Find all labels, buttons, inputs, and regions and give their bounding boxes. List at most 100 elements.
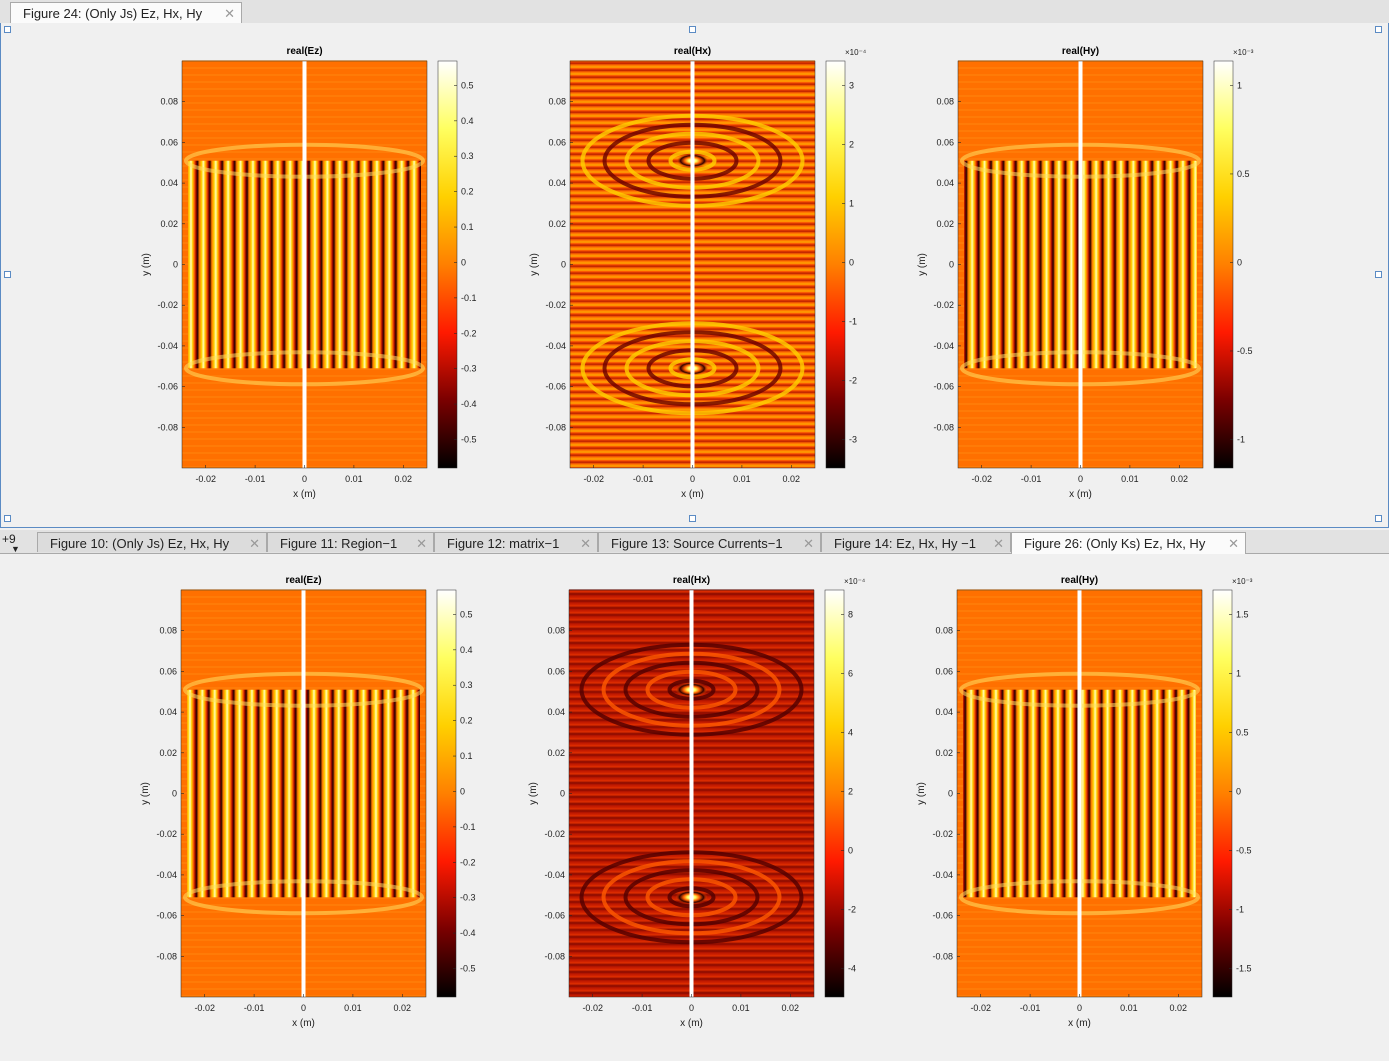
close-icon[interactable]: ✕	[249, 536, 260, 551]
figure-24-axes-canvas: real(Ez) 0.08 0.06 0.04 0.02 0 -0.02 -0.04 -0.06…	[141, 46, 1254, 500]
colorbar-tick-label: 1	[849, 198, 854, 208]
close-icon[interactable]: ✕	[224, 6, 235, 21]
colorbar-tick-label: -0.2	[461, 328, 477, 338]
figure-26-panel: real(Ez) 0.08 0.06 0.04 0.02 0 -0.02 -0.04 -0.06…	[0, 554, 1389, 1056]
xaxis-label: x (m)	[292, 1018, 315, 1029]
xtick-label: 0.02	[1171, 474, 1189, 484]
ytick-label: -0.02	[545, 300, 566, 310]
ytick-label: -0.06	[544, 911, 565, 921]
ytick-label: -0.06	[545, 382, 566, 392]
axes-title: real(Hx)	[673, 575, 710, 586]
yaxis-label: y (m)	[917, 253, 928, 276]
tab-figure-24[interactable]: Figure 24: (Only Js) Ez, Hx, Hy ✕	[10, 2, 242, 24]
ytick-label: -0.06	[156, 911, 177, 921]
xaxis-label: x (m)	[1069, 489, 1092, 500]
colorbar-tick-label: -1.5	[1236, 964, 1252, 974]
colorbar-tick-label: -0.5	[1236, 845, 1252, 855]
colorbar	[825, 60, 846, 469]
xtick-label: 0.02	[394, 1003, 412, 1013]
tab-figure-10[interactable]: Figure 10: (Only Js) Ez, Hx, Hy ✕	[37, 532, 267, 552]
colorbar-tick-label: 1	[1237, 80, 1242, 90]
tab-label: Figure 14: Ez, Hx, Hy −1	[834, 536, 976, 551]
colorbar-tick-label: 0	[1237, 257, 1242, 267]
xaxis-label: x (m)	[1068, 1018, 1091, 1029]
colorbar-tick-label: 0.5	[1236, 727, 1249, 737]
close-icon[interactable]: ✕	[580, 536, 591, 551]
ytick-label: -0.04	[932, 870, 953, 880]
colorbar-tick-label: 4	[848, 727, 853, 737]
resize-handle-icon[interactable]	[689, 515, 696, 522]
colorbar	[437, 60, 458, 469]
more-tabs-button[interactable]: +9 ▼	[2, 532, 28, 554]
xtick-label: -0.01	[1021, 474, 1042, 484]
resize-handle-icon[interactable]	[689, 26, 696, 33]
colorbar-tick-label: 0.3	[461, 151, 474, 161]
tab-figure-12[interactable]: Figure 12: matrix−1 ✕	[434, 532, 598, 552]
ytick-label: 0.06	[548, 137, 566, 147]
close-icon[interactable]: ✕	[993, 536, 1004, 551]
colorbar-tick-label: -4	[848, 964, 856, 974]
xtick-label: 0	[689, 1003, 694, 1013]
colorbar-tick-label: 2	[848, 786, 853, 796]
ytick-label: 0.08	[547, 626, 565, 636]
colorbar-tick-label: 0.1	[460, 751, 473, 761]
colorbar-tick-label: 0	[461, 257, 466, 267]
ytick-label: -0.04	[933, 341, 954, 351]
ytick-label: 0.04	[159, 707, 177, 717]
ytick-label: 0.02	[935, 748, 953, 758]
tab-figure-13[interactable]: Figure 13: Source Currents−1 ✕	[598, 532, 821, 552]
figure-24-panel: real(Ez) 0.08 0.06 0.04 0.02 0 -0.02 -0.04 -0.06…	[0, 23, 1389, 528]
tab-figure-11[interactable]: Figure 11: Region−1 ✕	[267, 532, 434, 552]
more-tabs-label: +9	[2, 532, 16, 546]
ytick-label: -0.02	[932, 829, 953, 839]
colorbar-tick-label: 2	[849, 139, 854, 149]
boundary-line	[301, 590, 306, 997]
colorbar-tick-label: -0.1	[460, 822, 476, 832]
axes-title: real(Hy)	[1061, 575, 1098, 586]
xtick-label: 0.01	[1121, 474, 1139, 484]
xtick-label: -0.01	[245, 474, 266, 484]
top-figure-tabbar: Figure 24: (Only Js) Ez, Hx, Hy ✕	[0, 0, 1389, 24]
close-icon[interactable]: ✕	[1228, 536, 1239, 551]
tab-label: Figure 24: (Only Js) Ez, Hx, Hy	[23, 6, 203, 21]
ytick-label: -0.02	[544, 829, 565, 839]
xtick-label: 0	[690, 474, 695, 484]
colorbar	[1213, 60, 1234, 469]
resize-handle-icon[interactable]	[1375, 515, 1382, 522]
ytick-label: 0	[172, 789, 177, 799]
xaxis-label: x (m)	[681, 489, 704, 500]
xtick-label: 0.01	[344, 1003, 362, 1013]
colorbar-tick-label: 8	[848, 609, 853, 619]
boundary-line	[302, 61, 307, 468]
colorbar-exponent: ×10⁻³	[1232, 577, 1253, 586]
resize-handle-icon[interactable]	[4, 26, 11, 33]
resize-handle-icon[interactable]	[1375, 26, 1382, 33]
close-icon[interactable]: ✕	[416, 536, 427, 551]
boundary-line	[1077, 590, 1082, 997]
colorbar-exponent: ×10⁻³	[1233, 48, 1254, 57]
xtick-label: -0.02	[582, 1003, 603, 1013]
ytick-label: -0.06	[933, 382, 954, 392]
xtick-label: -0.02	[970, 1003, 991, 1013]
colorbar-tick-label: -0.5	[461, 435, 477, 445]
close-icon[interactable]: ✕	[803, 536, 814, 551]
ytick-label: -0.08	[933, 422, 954, 432]
tab-figure-14[interactable]: Figure 14: Ez, Hx, Hy −1 ✕	[821, 532, 1011, 552]
tab-figure-26[interactable]: Figure 26: (Only Ks) Ez, Hx, Hy ✕	[1011, 532, 1246, 554]
colorbar-tick-label: 0.5	[1237, 169, 1250, 179]
ytick-label: 0	[948, 789, 953, 799]
resize-handle-icon[interactable]	[4, 515, 11, 522]
colorbar-tick-label: -0.5	[1237, 346, 1253, 356]
xtick-label: -0.01	[632, 1003, 653, 1013]
colorbar-exponent: ×10⁻⁴	[845, 48, 867, 57]
ytick-label: 0.08	[548, 97, 566, 107]
colorbar-tick-label: -0.2	[460, 857, 476, 867]
resize-handle-icon[interactable]	[1375, 271, 1382, 278]
colorbar-tick-label: -3	[849, 435, 857, 445]
xtick-label: 0	[1077, 1003, 1082, 1013]
ytick-label: -0.04	[545, 341, 566, 351]
colorbar-tick-label: -0.4	[461, 399, 477, 409]
ytick-label: -0.02	[157, 300, 178, 310]
resize-handle-icon[interactable]	[4, 271, 11, 278]
xtick-label: 0	[302, 474, 307, 484]
